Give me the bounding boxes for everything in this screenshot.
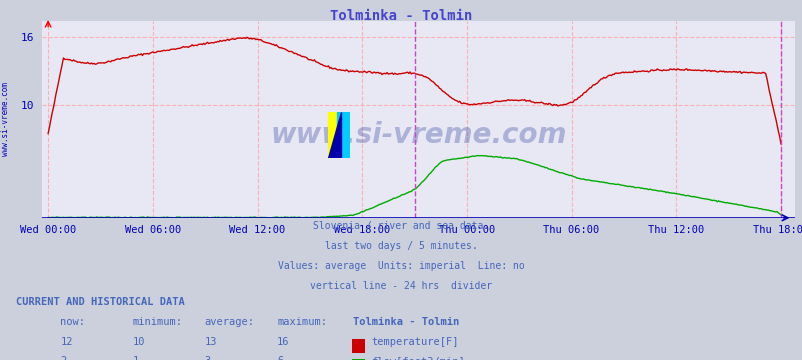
Text: maximum:: maximum: <box>277 317 326 327</box>
Text: flow[foot3/min]: flow[foot3/min] <box>371 356 464 360</box>
Text: minimum:: minimum: <box>132 317 182 327</box>
Polygon shape <box>327 112 341 158</box>
Polygon shape <box>336 112 350 158</box>
Text: 16: 16 <box>277 337 290 347</box>
Text: last two days / 5 minutes.: last two days / 5 minutes. <box>325 241 477 251</box>
Text: vertical line - 24 hrs  divider: vertical line - 24 hrs divider <box>310 281 492 291</box>
Text: www.si-vreme.com: www.si-vreme.com <box>269 121 566 149</box>
Text: Tolminka - Tolmin: Tolminka - Tolmin <box>330 9 472 23</box>
Text: 3: 3 <box>205 356 211 360</box>
Text: 2: 2 <box>60 356 67 360</box>
Text: Values: average  Units: imperial  Line: no: Values: average Units: imperial Line: no <box>277 261 525 271</box>
Text: Slovenia / river and sea data.: Slovenia / river and sea data. <box>313 221 489 231</box>
Text: 6: 6 <box>277 356 283 360</box>
Text: temperature[F]: temperature[F] <box>371 337 458 347</box>
Text: average:: average: <box>205 317 254 327</box>
Text: CURRENT AND HISTORICAL DATA: CURRENT AND HISTORICAL DATA <box>16 297 184 307</box>
Text: 1: 1 <box>132 356 139 360</box>
Text: www.si-vreme.com: www.si-vreme.com <box>1 82 10 156</box>
Text: Tolminka - Tolmin: Tolminka - Tolmin <box>353 317 459 327</box>
Text: 12: 12 <box>60 337 73 347</box>
Text: 13: 13 <box>205 337 217 347</box>
Text: 10: 10 <box>132 337 145 347</box>
Text: now:: now: <box>60 317 85 327</box>
